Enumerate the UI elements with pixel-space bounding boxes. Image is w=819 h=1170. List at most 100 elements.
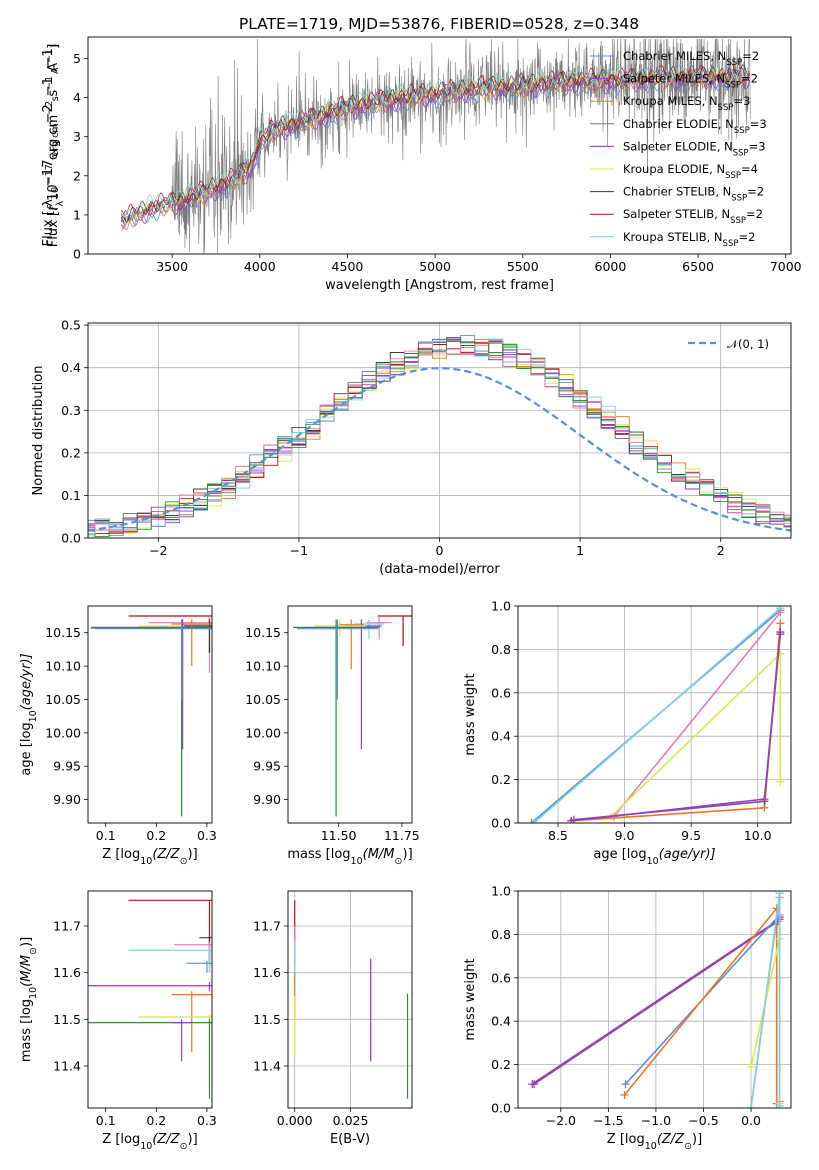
x-axis-label-part: mass [log	[287, 847, 350, 862]
x-tick-label: 0	[436, 543, 444, 558]
panel-mass_weight_vs_age: 8.5 9.0 9.5 10.0 0.0 0.2 0.4 0.6 0.8 1.0 age [log1…	[463, 599, 792, 867]
mass-weight-series	[747, 891, 784, 1108]
panel-mass_vs_ebv: 0.000 0.025 11.4 11.5 11.6 11.7 E(B-V)	[253, 890, 413, 1147]
histogram-step	[88, 335, 791, 538]
y-tick-label: 0.6	[491, 685, 511, 700]
x-axis-label: wavelength [Angstrom, rest frame]	[325, 278, 554, 293]
series-marker	[747, 1104, 756, 1108]
x-tick-label: 0.3	[197, 1113, 217, 1128]
y-axis-label-part: Flux [	[41, 210, 56, 246]
legend-entry: Chabrier STELIB, NSSP=2	[623, 185, 764, 204]
y-tick-label: 0.4	[61, 360, 81, 375]
x-axis-label-part: (Z/Z	[657, 1132, 685, 1147]
y-axis-label-part: −17	[44, 164, 55, 184]
x-tick-label: 11.50	[321, 828, 357, 843]
legend-entry-rest: =2	[747, 185, 764, 199]
errorbar-point	[296, 619, 378, 700]
x-tick-label: 4000	[244, 259, 276, 274]
legend-entry-sub: SSP	[725, 171, 741, 181]
y-axis-label-part: erg cm	[50, 123, 61, 159]
figure-title: PLATE=1719, MJD=53876, FIBERID=0528, z=0…	[239, 15, 639, 33]
panel-spectrum: 3500 4000 4500 5000 5500 6000 6500 7000 0 1 2 3 4 5 wa…	[41, 36, 802, 293]
y-tick-label: 9.95	[253, 759, 281, 774]
y-tick-label: 0.2	[61, 445, 81, 460]
legend-entry-main: Salpeter STELIB, N	[623, 207, 730, 221]
legend-entry-main: Kroupa ELODIE, N	[623, 162, 725, 176]
y-axis-label-part: −1	[44, 76, 55, 90]
y-tick-label: 0.0	[61, 531, 81, 546]
x-axis-label-part: (Z/Z	[152, 847, 180, 862]
x-tick-label: 4500	[332, 259, 364, 274]
x-axis-label-part: ⊙	[395, 856, 403, 867]
y-axis-label-part: 10	[46, 184, 61, 201]
plot-background	[88, 606, 212, 823]
y-tick-label: 0.0	[491, 1101, 511, 1116]
x-tick-label: 10.0	[744, 828, 772, 843]
x-axis-label-part: 10	[140, 856, 152, 867]
legend-entry: Kroupa ELODIE, NSSP=4	[623, 162, 758, 181]
y-tick-label: 9.90	[53, 792, 81, 807]
x-axis-label-part: 10	[645, 1141, 657, 1152]
panel-age_vs_mass: 11.50 11.75 9.90 9.95 10.00 10.05 10.10 10.15 ma…	[245, 605, 420, 867]
plot-area	[294, 900, 409, 1099]
series-marker	[776, 608, 785, 617]
y-axis-label-part: λ	[41, 199, 56, 207]
errorbar-point	[128, 947, 212, 973]
x-axis-label: Z [log10(Z/Z⊙)]	[607, 1132, 702, 1152]
x-tick-label: −1.5	[593, 1113, 623, 1128]
errorbar-point	[91, 619, 212, 750]
y-axis-label: mass [log10(M/M⊙)]	[19, 937, 39, 1062]
y-axis-label-part: (M/M	[19, 955, 34, 987]
x-tick-label: 8.5	[548, 828, 568, 843]
y-axis-label-part: s	[46, 90, 61, 101]
y-tick-label: 10.00	[45, 725, 81, 740]
y-tick-label: 10.05	[245, 692, 281, 707]
y-axis-label-part: erg cm	[46, 115, 61, 164]
model-spectrum-line	[121, 69, 750, 231]
axes-frame	[517, 605, 792, 824]
legend-entry: 𝒩(0, 1)	[727, 337, 769, 351]
y-tick-label: 4	[73, 90, 81, 105]
x-axis-label-part: )]	[188, 1132, 198, 1147]
x-tick-label: 1	[576, 543, 584, 558]
x-axis-label-part: 10	[351, 856, 363, 867]
y-axis-label-part: ]	[46, 44, 61, 49]
plot-area	[88, 899, 212, 1099]
series-marker	[776, 777, 785, 786]
series-marker	[747, 1062, 756, 1071]
x-tick-label: 3500	[156, 259, 188, 274]
plot-background	[288, 891, 412, 1108]
model-spectrum-line	[121, 73, 750, 230]
y-tick-label: 11.4	[53, 1059, 81, 1074]
histogram-step	[88, 338, 791, 537]
y-tick-label: 3	[73, 129, 81, 144]
x-axis-label-part: ⊙	[180, 856, 188, 867]
y-tick-label: 10.15	[245, 625, 281, 640]
x-tick-label: −2.0	[546, 1113, 576, 1128]
x-axis-label-part: (Z/Z	[152, 1132, 180, 1147]
series-line	[533, 920, 779, 1085]
legend-entry-rest: =3	[733, 94, 750, 108]
legend-entry: Salpeter STELIB, NSSP=2	[623, 207, 763, 226]
y-tick-label: 11.6	[253, 965, 281, 980]
errorbar-point	[95, 619, 212, 700]
series-marker	[776, 630, 785, 639]
y-tick-label: 11.5	[253, 1012, 281, 1027]
x-axis-label-part: Z [log	[102, 1132, 140, 1147]
series-line	[613, 611, 781, 818]
y-tick-label: 0.1	[61, 488, 81, 503]
y-axis-label-part: f	[46, 204, 61, 211]
errorbar-point	[88, 1019, 212, 1099]
model-spectrum-line	[120, 67, 750, 224]
y-axis-label-part: )]	[19, 937, 34, 947]
y-tick-label: 0.2	[491, 1057, 511, 1072]
y-tick-label: 0.4	[491, 729, 511, 744]
y-axis-label-part: A	[46, 63, 61, 76]
y-tick-label: 0.4	[491, 1014, 511, 1029]
model-spectrum-line	[120, 61, 750, 219]
y-axis-label-part: (age/yr)]	[19, 653, 34, 710]
y-axis-label-part: s	[50, 96, 61, 104]
x-axis-label: Z [log10(Z/Z⊙)]	[102, 847, 197, 867]
